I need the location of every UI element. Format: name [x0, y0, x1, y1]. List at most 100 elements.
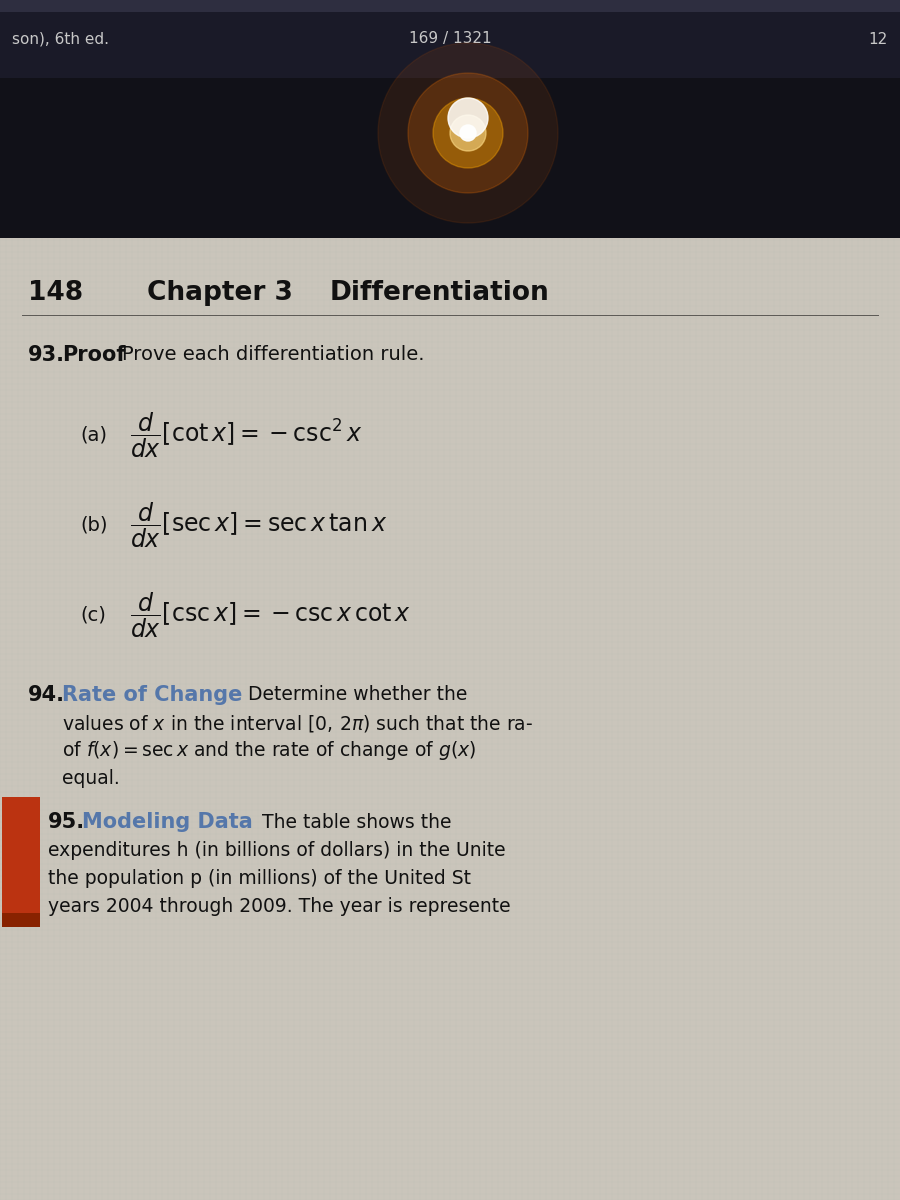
Text: Differentiation: Differentiation: [330, 280, 550, 306]
Bar: [0, 142, 900, 144]
Bar: [0, 86, 900, 88]
Bar: [0, 212, 900, 214]
Bar: [0, 164, 900, 166]
Bar: [0, 98, 900, 100]
Bar: [0, 116, 900, 118]
Bar: [0, 188, 900, 190]
Bar: [0, 190, 900, 192]
Bar: [0, 104, 900, 106]
Bar: [0, 156, 900, 158]
Bar: [0, 230, 900, 232]
Bar: [0, 78, 900, 238]
Bar: [0, 122, 900, 124]
Bar: [0, 134, 900, 136]
Bar: [0, 160, 900, 162]
Text: 94.: 94.: [28, 685, 65, 704]
Bar: [0, 90, 900, 92]
Circle shape: [460, 125, 476, 140]
Bar: [0, 80, 900, 82]
Bar: [0, 0, 900, 12]
Bar: [0, 102, 900, 104]
Text: Prove each differentiation rule.: Prove each differentiation rule.: [122, 346, 425, 365]
Bar: [2, 797, 40, 926]
Text: values of $x$ in the interval $[0,\, 2\pi)$ such that the ra-: values of $x$ in the interval $[0,\, 2\p…: [62, 713, 533, 733]
Bar: [0, 100, 900, 102]
Bar: [0, 96, 900, 98]
Text: equal.: equal.: [62, 769, 120, 788]
Bar: [0, 118, 900, 120]
Bar: [0, 216, 900, 218]
Bar: [0, 128, 900, 130]
Text: 148: 148: [28, 280, 83, 306]
Text: $\dfrac{d}{dx}[\csc x] = -\csc x\,\cot x$: $\dfrac{d}{dx}[\csc x] = -\csc x\,\cot x…: [130, 590, 411, 640]
Bar: [0, 220, 900, 222]
Bar: [0, 140, 900, 142]
Bar: [0, 214, 900, 216]
Bar: [0, 138, 900, 140]
Bar: [0, 158, 900, 160]
Bar: [0, 124, 900, 126]
Bar: [0, 222, 900, 224]
Text: Determine whether the: Determine whether the: [248, 685, 467, 704]
Bar: [0, 0, 900, 78]
Bar: [0, 170, 900, 172]
Text: $\dfrac{d}{dx}[\cot x] = -\csc^{2} x$: $\dfrac{d}{dx}[\cot x] = -\csc^{2} x$: [130, 410, 363, 460]
Bar: [0, 82, 900, 84]
Bar: [0, 148, 900, 150]
Text: (a): (a): [80, 426, 107, 444]
Circle shape: [448, 98, 488, 138]
Bar: [0, 174, 900, 176]
Bar: [0, 146, 900, 148]
Bar: [0, 204, 900, 206]
Bar: [0, 120, 900, 122]
Text: 95.: 95.: [48, 812, 86, 832]
Bar: [0, 206, 900, 208]
Bar: [0, 84, 900, 86]
Bar: [0, 182, 900, 184]
Text: the population p (in millions) of the United St: the population p (in millions) of the Un…: [48, 869, 471, 888]
Bar: [0, 166, 900, 168]
Bar: [0, 108, 900, 110]
Bar: [0, 130, 900, 132]
Text: Modeling Data: Modeling Data: [82, 812, 253, 832]
Bar: [0, 208, 900, 210]
Bar: [0, 200, 900, 202]
Bar: [0, 184, 900, 186]
Text: 169 / 1321: 169 / 1321: [409, 31, 491, 47]
Text: Chapter 3: Chapter 3: [147, 280, 292, 306]
Bar: [0, 94, 900, 96]
Bar: [0, 136, 900, 138]
Bar: [0, 168, 900, 170]
Bar: [0, 234, 900, 236]
Bar: [0, 172, 900, 174]
Circle shape: [450, 115, 486, 151]
Bar: [0, 126, 900, 128]
Bar: [0, 176, 900, 178]
Bar: [0, 198, 900, 200]
Bar: [0, 88, 900, 90]
Bar: [0, 178, 900, 180]
Bar: [0, 218, 900, 220]
Text: son), 6th ed.: son), 6th ed.: [12, 31, 109, 47]
Text: Proof: Proof: [62, 346, 125, 365]
Bar: [0, 106, 900, 108]
Bar: [0, 186, 900, 188]
Bar: [0, 112, 900, 114]
Bar: [0, 232, 900, 234]
Bar: [0, 132, 900, 134]
Text: $\dfrac{d}{dx}[\sec x] = \sec x\,\tan x$: $\dfrac{d}{dx}[\sec x] = \sec x\,\tan x$: [130, 500, 387, 550]
Text: 93.: 93.: [28, 346, 65, 365]
Bar: [0, 180, 900, 182]
Text: of $f(x) = \sec x$ and the rate of change of $g(x)$: of $f(x) = \sec x$ and the rate of chang…: [62, 739, 476, 762]
Bar: [0, 162, 900, 164]
Text: expenditures h (in billions of dollars) in the Unite: expenditures h (in billions of dollars) …: [48, 840, 506, 859]
Bar: [0, 114, 900, 116]
Bar: [0, 210, 900, 212]
Text: (b): (b): [80, 516, 107, 534]
Bar: [0, 194, 900, 196]
Bar: [0, 228, 900, 230]
Bar: [0, 224, 900, 226]
Bar: [0, 110, 900, 112]
Bar: [0, 236, 900, 238]
Bar: [0, 202, 900, 204]
